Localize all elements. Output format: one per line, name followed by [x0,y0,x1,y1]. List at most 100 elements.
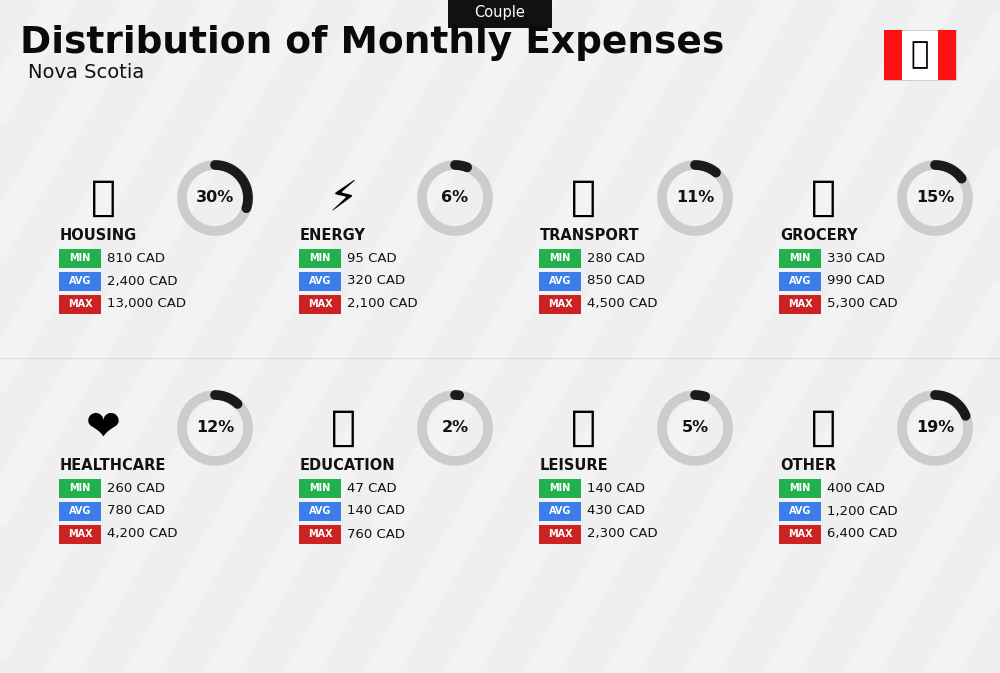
Text: MIN: MIN [789,483,811,493]
FancyBboxPatch shape [299,295,341,314]
Text: 260 CAD: 260 CAD [107,481,165,495]
Text: 🍁: 🍁 [911,40,929,69]
FancyBboxPatch shape [779,248,821,267]
Text: MAX: MAX [68,529,92,539]
FancyBboxPatch shape [539,271,581,291]
Text: 🛍: 🛍 [570,407,596,449]
Text: MAX: MAX [788,529,812,539]
Text: 🎓: 🎓 [330,407,356,449]
FancyBboxPatch shape [884,30,956,80]
Text: 2,300 CAD: 2,300 CAD [587,528,658,540]
Text: 5%: 5% [681,421,709,435]
FancyBboxPatch shape [779,479,821,497]
Text: 4,500 CAD: 4,500 CAD [587,297,658,310]
Text: 850 CAD: 850 CAD [587,275,645,287]
Text: HOUSING: HOUSING [60,227,137,242]
Text: 15%: 15% [916,190,954,205]
FancyBboxPatch shape [59,271,101,291]
Text: MIN: MIN [549,253,571,263]
FancyBboxPatch shape [539,295,581,314]
Text: MAX: MAX [548,299,572,309]
Text: MAX: MAX [308,529,332,539]
Text: 2,100 CAD: 2,100 CAD [347,297,418,310]
Text: LEISURE: LEISURE [540,458,609,472]
FancyBboxPatch shape [59,479,101,497]
FancyBboxPatch shape [539,501,581,520]
Text: ❤: ❤ [86,407,120,449]
FancyBboxPatch shape [299,248,341,267]
Text: 1,200 CAD: 1,200 CAD [827,505,898,518]
Text: ⚡: ⚡ [328,177,358,219]
Text: MIN: MIN [549,483,571,493]
Text: MAX: MAX [308,299,332,309]
Text: MAX: MAX [788,299,812,309]
FancyBboxPatch shape [539,248,581,267]
FancyBboxPatch shape [884,30,902,80]
Text: 280 CAD: 280 CAD [587,252,645,264]
FancyBboxPatch shape [59,501,101,520]
Text: AVG: AVG [69,506,91,516]
Text: 990 CAD: 990 CAD [827,275,885,287]
FancyBboxPatch shape [59,248,101,267]
Text: 810 CAD: 810 CAD [107,252,165,264]
Text: 2%: 2% [441,421,469,435]
FancyBboxPatch shape [299,271,341,291]
Text: 19%: 19% [916,421,954,435]
Text: 95 CAD: 95 CAD [347,252,397,264]
FancyBboxPatch shape [59,295,101,314]
Text: AVG: AVG [549,276,571,286]
Text: 5,300 CAD: 5,300 CAD [827,297,898,310]
Text: Nova Scotia: Nova Scotia [28,63,144,83]
Text: 4,200 CAD: 4,200 CAD [107,528,178,540]
Text: 140 CAD: 140 CAD [347,505,405,518]
Text: AVG: AVG [309,506,331,516]
FancyBboxPatch shape [299,501,341,520]
FancyBboxPatch shape [448,0,552,28]
Text: Couple: Couple [475,5,525,20]
FancyBboxPatch shape [779,295,821,314]
Text: 320 CAD: 320 CAD [347,275,405,287]
Text: 780 CAD: 780 CAD [107,505,165,518]
Text: 12%: 12% [196,421,234,435]
Text: 400 CAD: 400 CAD [827,481,885,495]
Text: MAX: MAX [548,529,572,539]
Text: 2,400 CAD: 2,400 CAD [107,275,178,287]
Text: HEALTHCARE: HEALTHCARE [60,458,166,472]
FancyBboxPatch shape [779,501,821,520]
Text: MIN: MIN [69,483,91,493]
Text: OTHER: OTHER [780,458,836,472]
Text: MIN: MIN [789,253,811,263]
Text: 6%: 6% [441,190,469,205]
Text: AVG: AVG [789,506,811,516]
Text: TRANSPORT: TRANSPORT [540,227,640,242]
Text: AVG: AVG [69,276,91,286]
FancyBboxPatch shape [779,524,821,544]
Text: MIN: MIN [309,253,331,263]
Text: 47 CAD: 47 CAD [347,481,397,495]
FancyBboxPatch shape [539,524,581,544]
Text: EDUCATION: EDUCATION [300,458,396,472]
Text: AVG: AVG [549,506,571,516]
Text: GROCERY: GROCERY [780,227,858,242]
Text: ENERGY: ENERGY [300,227,366,242]
Text: 30%: 30% [196,190,234,205]
Text: AVG: AVG [309,276,331,286]
Text: 13,000 CAD: 13,000 CAD [107,297,186,310]
Text: MAX: MAX [68,299,92,309]
FancyBboxPatch shape [938,30,956,80]
Text: 430 CAD: 430 CAD [587,505,645,518]
Text: 🚌: 🚌 [570,177,596,219]
FancyBboxPatch shape [539,479,581,497]
Text: 140 CAD: 140 CAD [587,481,645,495]
FancyBboxPatch shape [299,479,341,497]
Text: AVG: AVG [789,276,811,286]
Text: 6,400 CAD: 6,400 CAD [827,528,897,540]
Text: 🛒: 🛒 [810,177,836,219]
Text: Distribution of Monthly Expenses: Distribution of Monthly Expenses [20,25,724,61]
Text: MIN: MIN [69,253,91,263]
Text: 11%: 11% [676,190,714,205]
Text: 🏢: 🏢 [90,177,116,219]
Text: 💰: 💰 [810,407,836,449]
FancyBboxPatch shape [779,271,821,291]
Text: 330 CAD: 330 CAD [827,252,885,264]
